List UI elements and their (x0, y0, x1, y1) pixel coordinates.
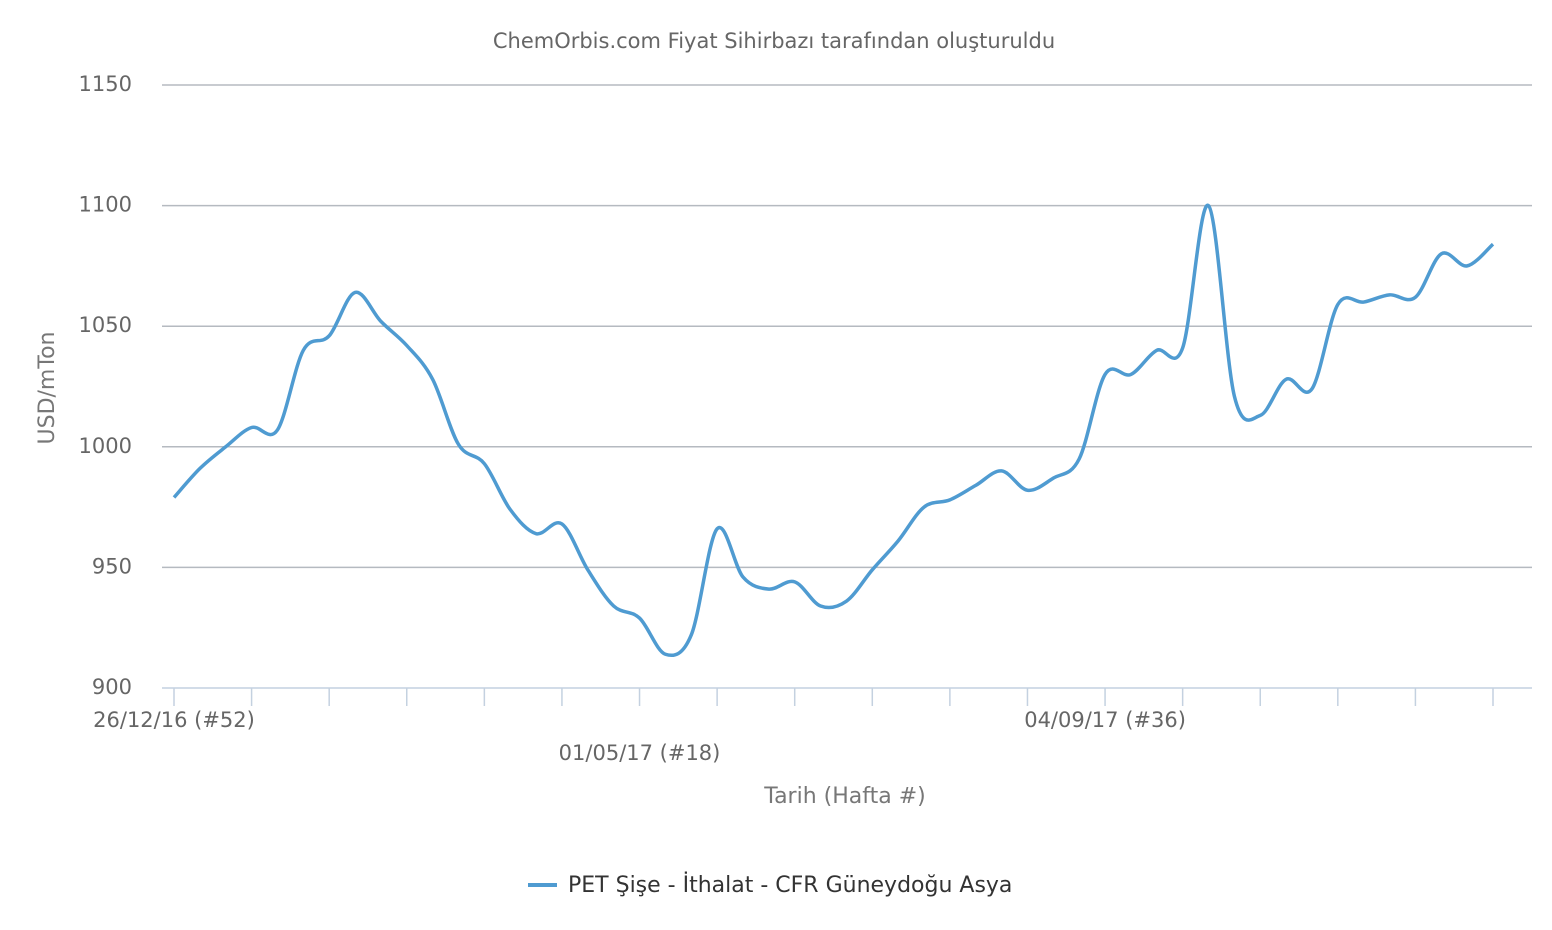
y-tick-label: 1000 (79, 434, 132, 458)
y-tick-label: 1100 (79, 193, 132, 217)
line (172, 203, 1495, 658)
x-tick-label: 26/12/16 (#52) (93, 708, 255, 732)
y-axis-title: USD/mTon (35, 332, 60, 445)
y-tick-label: 900 (92, 675, 132, 699)
x-tick-label: 04/09/17 (#36) (1024, 708, 1186, 732)
y-tick-label: 950 (92, 554, 132, 578)
x-tick-label: 01/05/17 (#18) (559, 741, 721, 765)
legend-label: PET Şişe - İthalat - CFR Güneydoğu Asya (568, 872, 1012, 898)
chart-title: ChemOrbis.com Fiyat Sihirbazı tarafından… (493, 29, 1055, 53)
y-tick-label: 1150 (79, 72, 132, 96)
x-axis-title: Tarih (Hafta #) (763, 784, 925, 809)
y-tick-label: 1050 (79, 313, 132, 337)
